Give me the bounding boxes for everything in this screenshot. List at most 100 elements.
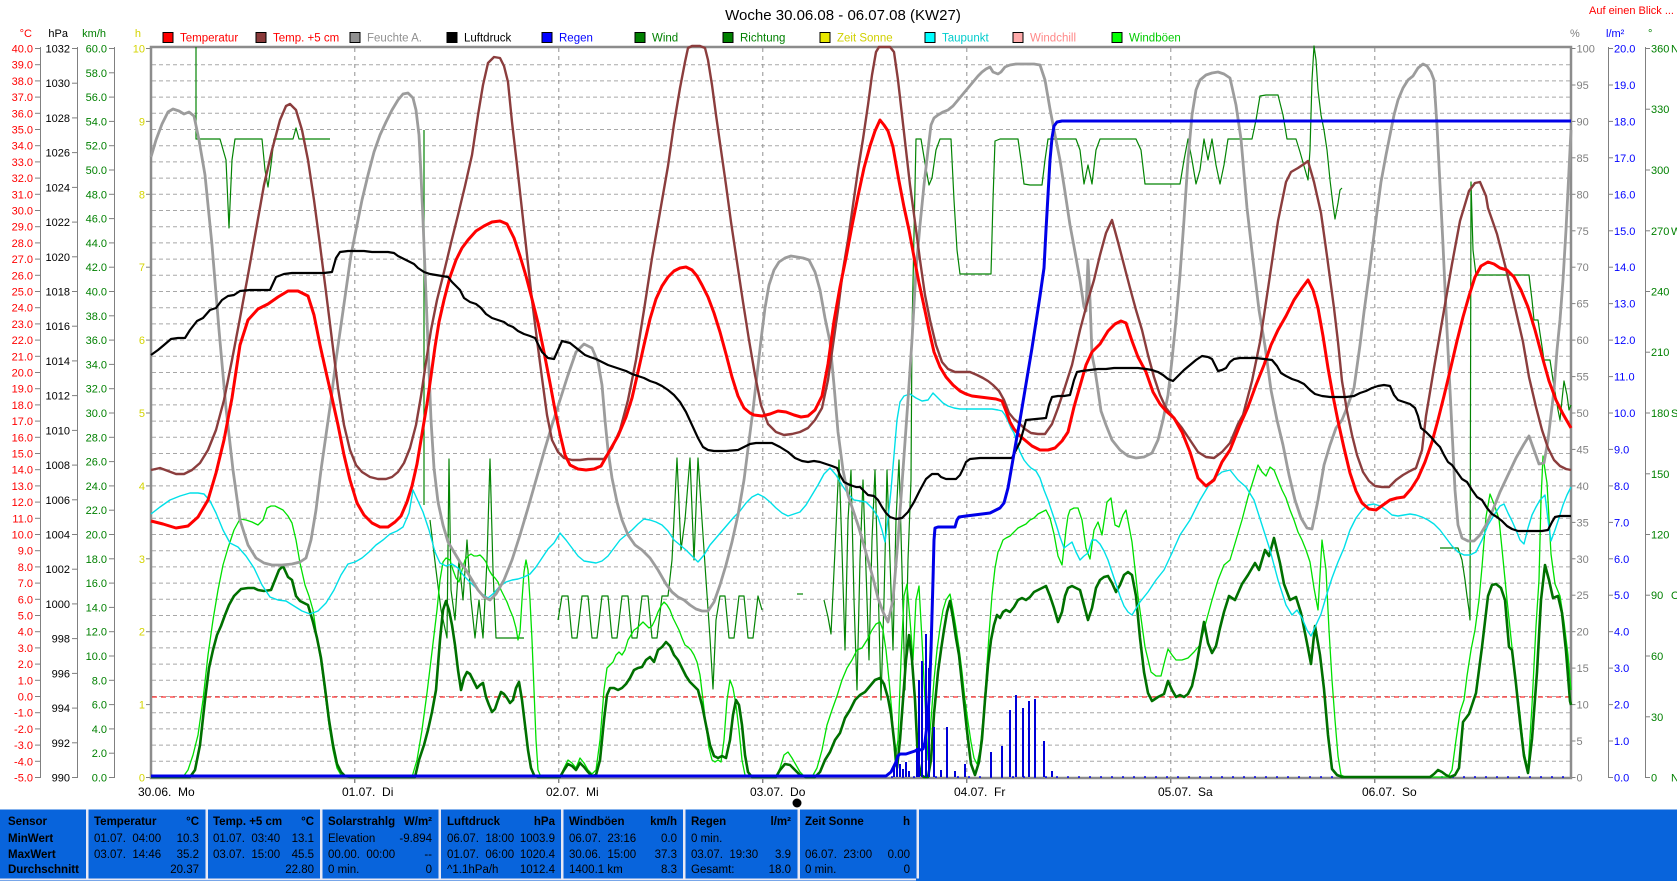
svg-text:2.0: 2.0 xyxy=(1614,700,1629,712)
svg-text:45.5: 45.5 xyxy=(292,849,314,861)
svg-text:Elevation: Elevation xyxy=(328,833,375,845)
svg-text:30.0: 30.0 xyxy=(86,408,107,420)
svg-text:85: 85 xyxy=(1577,153,1589,165)
svg-text:46.0: 46.0 xyxy=(86,214,107,226)
svg-text:5.0: 5.0 xyxy=(18,611,33,623)
svg-text:37.3: 37.3 xyxy=(655,849,677,861)
svg-text:0: 0 xyxy=(426,864,432,876)
svg-text:990: 990 xyxy=(52,773,70,785)
svg-text:Luftdruck: Luftdruck xyxy=(464,33,512,45)
svg-text:0: 0 xyxy=(1577,773,1583,785)
svg-text:9.0: 9.0 xyxy=(1614,444,1629,456)
svg-text:-3.0: -3.0 xyxy=(14,740,33,752)
svg-text:W/m²: W/m² xyxy=(404,816,432,828)
svg-text:20.0: 20.0 xyxy=(86,530,107,542)
svg-text:75: 75 xyxy=(1577,226,1589,238)
svg-text:Sensor: Sensor xyxy=(8,816,48,828)
svg-text:18.0: 18.0 xyxy=(86,554,107,566)
svg-text:330: 330 xyxy=(1651,104,1669,116)
svg-text:12.0: 12.0 xyxy=(86,627,107,639)
svg-text:1018: 1018 xyxy=(46,287,70,299)
svg-text:04.07. Fr: 04.07. Fr xyxy=(954,785,1005,799)
svg-text:17.0: 17.0 xyxy=(1614,153,1635,165)
svg-text:1002: 1002 xyxy=(46,564,70,576)
svg-text:02.07. Mi: 02.07. Mi xyxy=(546,785,599,799)
svg-text:%: % xyxy=(1570,28,1580,40)
svg-text:26.0: 26.0 xyxy=(12,270,33,282)
svg-text:28.0: 28.0 xyxy=(86,432,107,444)
svg-text:-1.0: -1.0 xyxy=(14,708,33,720)
svg-text:12.0: 12.0 xyxy=(12,497,33,509)
svg-text:2.0: 2.0 xyxy=(18,659,33,671)
svg-text:80: 80 xyxy=(1577,189,1589,201)
svg-text:270: 270 xyxy=(1651,226,1669,238)
svg-text:km/h: km/h xyxy=(650,816,677,828)
svg-text:5.0: 5.0 xyxy=(1614,590,1629,602)
svg-text:30.0: 30.0 xyxy=(12,206,33,218)
svg-text:Durchschnitt: Durchschnitt xyxy=(8,864,79,876)
svg-text:03.07. 19:30: 03.07. 19:30 xyxy=(691,849,758,861)
svg-text:°: ° xyxy=(1648,28,1652,40)
svg-text:1026: 1026 xyxy=(46,148,70,160)
svg-text:1000: 1000 xyxy=(46,599,70,611)
svg-text:13.0: 13.0 xyxy=(12,481,33,493)
svg-text:25.0: 25.0 xyxy=(12,287,33,299)
svg-text:15: 15 xyxy=(1577,663,1589,675)
svg-text:300: 300 xyxy=(1651,165,1669,177)
svg-text:20: 20 xyxy=(1577,627,1589,639)
svg-text:10.0: 10.0 xyxy=(1614,408,1635,420)
svg-text:4.0: 4.0 xyxy=(92,724,107,736)
svg-text:95: 95 xyxy=(1577,80,1589,92)
svg-text:Richtung: Richtung xyxy=(740,33,785,45)
svg-text:39.0: 39.0 xyxy=(12,60,33,72)
svg-text:Windböen: Windböen xyxy=(569,816,624,828)
svg-text:06.07. 18:00: 06.07. 18:00 xyxy=(447,833,514,845)
svg-text:1032: 1032 xyxy=(46,44,70,56)
svg-text:992: 992 xyxy=(52,738,70,750)
svg-text:06.07. So: 06.07. So xyxy=(1362,785,1417,799)
svg-text:1010: 1010 xyxy=(46,425,70,437)
svg-text:1030: 1030 xyxy=(46,78,70,90)
svg-text:40.0: 40.0 xyxy=(86,287,107,299)
svg-text:10.3: 10.3 xyxy=(177,833,199,845)
svg-text:60: 60 xyxy=(1651,651,1663,663)
svg-text:N: N xyxy=(1671,44,1677,56)
svg-text:22.0: 22.0 xyxy=(12,335,33,347)
svg-text:56.0: 56.0 xyxy=(86,92,107,104)
svg-text:MaxWert: MaxWert xyxy=(8,849,56,861)
svg-text:hPa: hPa xyxy=(534,816,556,828)
svg-text:MinWert: MinWert xyxy=(8,833,53,845)
svg-text:0.0: 0.0 xyxy=(1614,773,1629,785)
svg-text:24.0: 24.0 xyxy=(86,481,107,493)
svg-text:60.0: 60.0 xyxy=(86,44,107,56)
svg-text:-4.0: -4.0 xyxy=(14,756,33,768)
svg-text:32.0: 32.0 xyxy=(12,173,33,185)
svg-text:10.0: 10.0 xyxy=(12,530,33,542)
svg-text:50: 50 xyxy=(1577,408,1589,420)
svg-text:40.0: 40.0 xyxy=(12,44,33,56)
svg-text:6.0: 6.0 xyxy=(1614,554,1629,566)
svg-text:1.0: 1.0 xyxy=(18,675,33,687)
svg-text:10: 10 xyxy=(1577,700,1589,712)
svg-text:48.0: 48.0 xyxy=(86,189,107,201)
svg-text:150: 150 xyxy=(1651,469,1669,481)
svg-text:7: 7 xyxy=(139,262,145,274)
svg-text:33.0: 33.0 xyxy=(12,157,33,169)
svg-text:3.0: 3.0 xyxy=(18,643,33,655)
svg-text:Taupunkt: Taupunkt xyxy=(942,33,989,45)
svg-text:06.07. 23:00: 06.07. 23:00 xyxy=(805,849,872,861)
svg-text:36.0: 36.0 xyxy=(12,108,33,120)
svg-text:S: S xyxy=(1671,408,1677,420)
svg-text:90: 90 xyxy=(1577,116,1589,128)
svg-text:360: 360 xyxy=(1651,44,1669,56)
svg-text:Temperatur: Temperatur xyxy=(180,33,238,45)
svg-text:0.0: 0.0 xyxy=(92,773,107,785)
svg-text:Woche 30.06.08 - 06.07.08 (KW2: Woche 30.06.08 - 06.07.08 (KW27) xyxy=(725,7,961,24)
svg-text:28.0: 28.0 xyxy=(12,238,33,250)
svg-text:h: h xyxy=(135,28,141,40)
svg-text:6: 6 xyxy=(139,335,145,347)
svg-text:1003.9: 1003.9 xyxy=(520,833,555,845)
svg-text:58.0: 58.0 xyxy=(86,68,107,80)
svg-text:10: 10 xyxy=(133,44,145,56)
svg-text:1012: 1012 xyxy=(46,391,70,403)
